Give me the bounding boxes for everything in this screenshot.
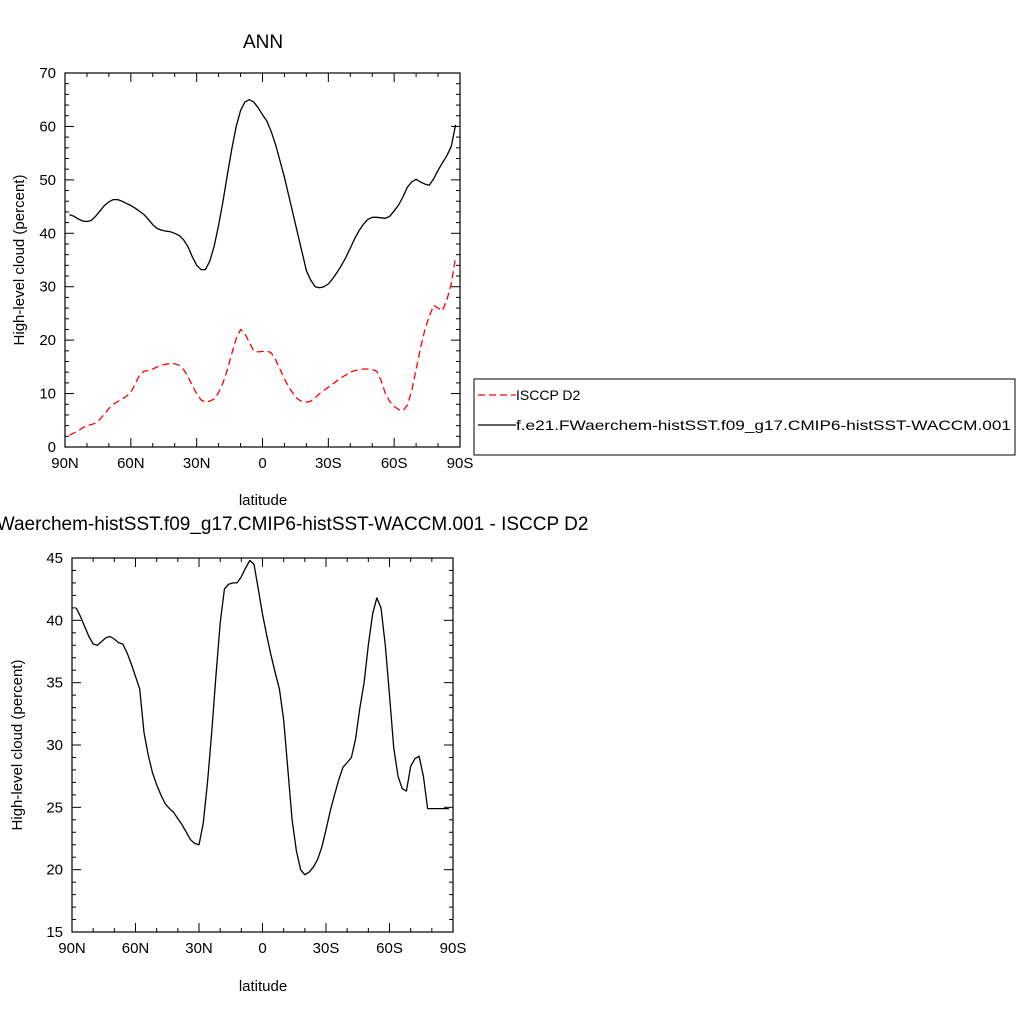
x-tick-label-top: 90N [51,455,79,472]
y-tick-label-top: 10 [39,386,56,403]
y-tick-label-bottom: 40 [46,612,63,629]
x-tick-label-bottom: 60S [376,940,403,957]
legend: ISCCP D2 f.e21.FWaerchem-histSST.f09_g17… [473,378,1016,456]
chart-title-bottom: f.e21.FWaerchem-histSST.f09_g17.CMIP6-hi… [0,514,588,535]
x-tick-label-top: 90S [447,455,474,472]
series-bottom [75,559,449,876]
y-axis-label-top: High-level cloud (percent) [11,175,28,346]
x-tick-label-bottom: 60N [122,940,150,957]
y-tick-label-bottom: 20 [46,862,63,879]
x-tick-label-bottom: 0 [258,940,266,957]
ticks-bottom: 90N 60N 30N 0 30S 60S 90S 15 20 25 30 35 40 45 [46,550,466,957]
y-tick-label-top: 0 [48,439,56,456]
legend-entry-model: f.e21.FWaerchem-histSST.f09_g17.CMIP6-hi… [516,417,1011,433]
y-tick-label-bottom: 25 [46,799,63,816]
x-tick-label-bottom: 30N [185,940,213,957]
x-tick-label-top: 30S [315,455,342,472]
x-tick-label-top: 60N [117,455,145,472]
panel-top: ANN 90N 60N 30N 0 30S 60S 90S 0 10 20 30 40 50 60 70 l… [11,32,473,509]
series-top [69,99,457,436]
legend-box [473,378,1016,456]
plot-frame-top [64,72,461,448]
x-axis-label-bottom: latitude [239,978,287,995]
y-axis-label-bottom: High-level cloud (percent) [9,660,26,831]
x-tick-label-bottom: 90N [58,940,86,957]
y-tick-label-top: 50 [39,172,56,189]
y-tick-label-bottom: 15 [46,924,63,941]
y-tick-label-top: 60 [39,118,56,135]
panel-bottom: f.e21.FWaerchem-histSST.f09_g17.CMIP6-hi… [0,514,588,995]
y-tick-label-bottom: 35 [46,675,63,692]
y-tick-label-top: 70 [39,65,56,82]
y-tick-label-top: 30 [39,279,56,296]
legend-entry-isccp: ISCCP D2 [516,387,581,403]
x-tick-label-bottom: 30S [313,940,340,957]
x-axis-label-top: latitude [239,492,287,509]
x-tick-label-top: 0 [258,455,266,472]
ticks-top: 90N 60N 30N 0 30S 60S 90S 0 10 20 30 40 50 60 70 [39,65,473,472]
chart-title-top: ANN [243,32,283,53]
series-line-top-0 [69,257,457,436]
series-line-bottom-0 [75,559,449,876]
series-line-top-1 [69,99,457,289]
x-tick-label-top: 30N [183,455,211,472]
x-tick-label-top: 60S [381,455,408,472]
y-tick-label-top: 40 [39,225,56,242]
y-tick-label-top: 20 [39,332,56,349]
y-tick-label-bottom: 45 [46,550,63,567]
y-tick-label-bottom: 30 [46,737,63,754]
x-tick-label-bottom: 90S [440,940,467,957]
